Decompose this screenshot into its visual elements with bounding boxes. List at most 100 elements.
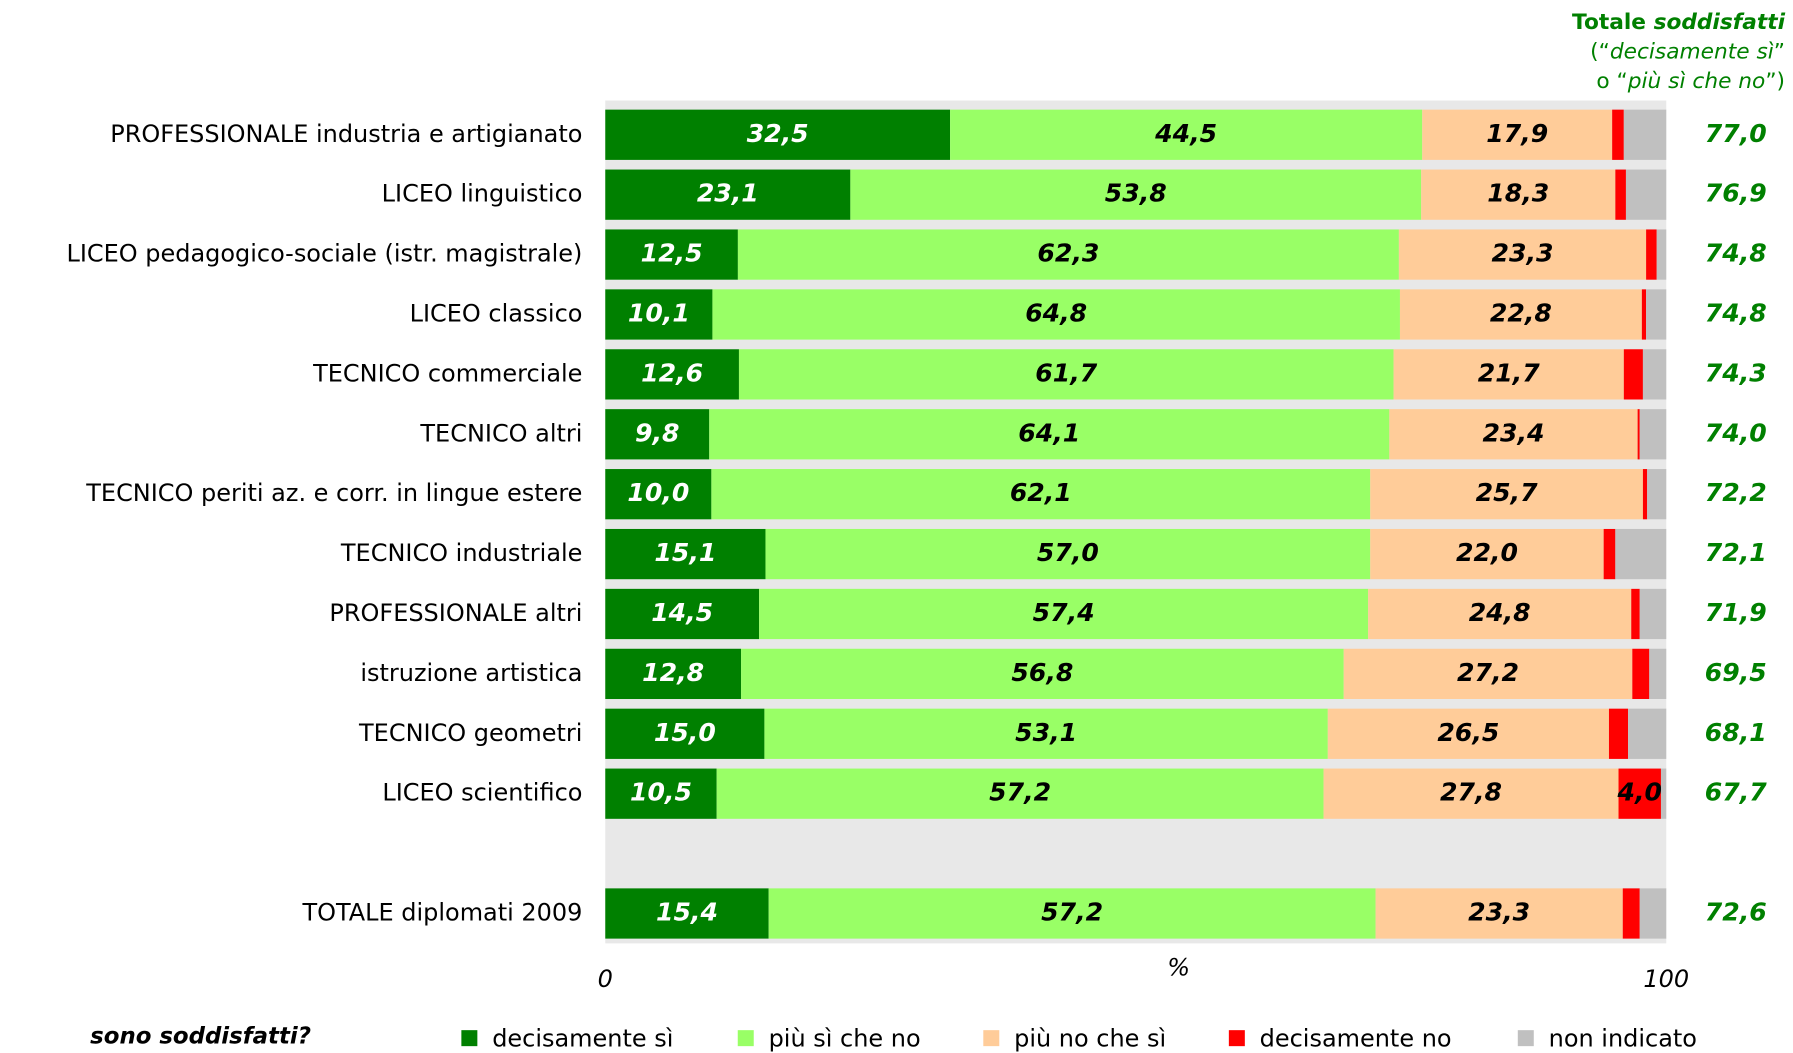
- legend-swatch: [983, 1030, 1000, 1047]
- total-label: 72,6: [1705, 897, 1767, 926]
- total-label: 74,8: [1705, 298, 1767, 327]
- bar-segment: [1608, 708, 1629, 759]
- data-label: 53,8: [1105, 179, 1167, 208]
- legend-swatch: [1228, 1030, 1245, 1047]
- bar-segment: [1641, 289, 1647, 340]
- bar-segment: [1323, 768, 1619, 819]
- data-label: 61,7: [1035, 358, 1097, 387]
- bar-segment: [1628, 708, 1667, 759]
- bar-segment: [1389, 409, 1638, 460]
- bar-segment: [716, 768, 1324, 819]
- data-label: 27,8: [1440, 778, 1502, 807]
- bar-segment: [1615, 169, 1626, 220]
- bar-segment: [605, 169, 851, 220]
- bar-segment: [1639, 588, 1667, 640]
- data-label: 64,1: [1018, 418, 1080, 447]
- totals-header: o “più sì che no”): [1596, 69, 1785, 94]
- total-label: 77,0: [1705, 119, 1767, 148]
- bar-segment: [1660, 768, 1667, 819]
- bar-segment: [950, 109, 1423, 160]
- category-label: LICEO classico: [410, 299, 583, 327]
- bar-segment: [1637, 409, 1640, 460]
- bar-segment: [1656, 229, 1667, 280]
- header-part: o “: [1596, 69, 1627, 94]
- bar-segment: [605, 888, 769, 939]
- bar-segment: [709, 409, 1390, 460]
- category-label: LICEO pedagogico-sociale (istr. magistra…: [66, 240, 582, 268]
- data-label: 62,1: [1010, 478, 1072, 507]
- data-label: 57,0: [1037, 538, 1099, 567]
- header-part: (“: [1590, 40, 1610, 65]
- bar-segment: [1398, 229, 1647, 280]
- bar-segment: [1639, 409, 1667, 460]
- bar-segment: [1649, 648, 1667, 700]
- bar-segment: [605, 648, 742, 700]
- total-label: 67,7: [1705, 778, 1767, 807]
- category-label: TECNICO altri: [419, 419, 582, 447]
- data-label: 17,9: [1486, 119, 1548, 148]
- data-label: 62,3: [1037, 239, 1099, 268]
- x-tick-label: 100: [1643, 965, 1689, 993]
- data-label: 10,0: [627, 478, 689, 507]
- legend-swatch: [1517, 1030, 1534, 1047]
- data-label: 57,4: [1033, 598, 1095, 627]
- bar-segment: [605, 289, 713, 340]
- data-label: 22,8: [1490, 298, 1552, 327]
- bar-segment: [1612, 109, 1624, 160]
- category-label: LICEO linguistico: [382, 180, 583, 208]
- bar-segment: [605, 229, 738, 280]
- data-label: 22,0: [1456, 538, 1518, 567]
- data-label: 15,0: [654, 718, 716, 747]
- category-label: TECNICO geometri: [358, 719, 582, 747]
- bar-segment: [765, 528, 1371, 580]
- data-label: 57,2: [989, 778, 1051, 807]
- data-label: 23,4: [1483, 418, 1545, 447]
- total-label: 74,8: [1705, 239, 1767, 268]
- bar-segment: [1370, 528, 1604, 580]
- bar-segment: [1646, 229, 1657, 280]
- bar-segment: [1618, 768, 1661, 819]
- total-label: 72,2: [1705, 478, 1767, 507]
- bar-segment: [1622, 888, 1640, 939]
- total-label: 74,0: [1705, 418, 1767, 447]
- legend-label: decisamente sì: [492, 1024, 673, 1052]
- data-label: 12,6: [641, 358, 703, 387]
- bar-segment: [1632, 648, 1650, 700]
- bar-segment: [1623, 109, 1667, 160]
- bar-segment: [1375, 888, 1623, 939]
- data-label: 53,1: [1015, 718, 1077, 747]
- bar-segment: [605, 349, 739, 400]
- bar-segment: [1370, 469, 1643, 520]
- data-label: 9,8: [635, 418, 679, 447]
- bar-segment: [712, 289, 1400, 340]
- header-part: Totale: [1572, 10, 1654, 35]
- bar-segment: [1631, 588, 1640, 640]
- bar-segment: [605, 409, 710, 460]
- total-label: 71,9: [1705, 598, 1767, 627]
- bar-segment: [605, 469, 712, 520]
- total-label: 72,1: [1705, 538, 1767, 567]
- legend-title: sono soddisfatti?: [90, 1024, 311, 1050]
- legend-swatch: [461, 1030, 478, 1047]
- bar-segment: [1639, 888, 1667, 939]
- data-label: 57,2: [1041, 897, 1103, 926]
- totals-header: Totale soddisfatti: [1572, 10, 1786, 35]
- legend-label: più no che sì: [1014, 1024, 1166, 1052]
- header-part: soddisfatti: [1654, 10, 1786, 35]
- bar-segment: [741, 648, 1344, 700]
- bar-segment: [1623, 349, 1643, 400]
- category-label: PROFESSIONALE altri: [329, 599, 582, 627]
- legend-swatch: [737, 1030, 754, 1047]
- bar-segment: [1647, 469, 1667, 520]
- data-label: 18,3: [1487, 179, 1549, 208]
- data-label: 23,3: [1492, 239, 1554, 268]
- bar-segment: [605, 768, 717, 819]
- total-label: 74,3: [1705, 358, 1767, 387]
- header-part: ”: [1774, 40, 1785, 65]
- bar-segment: [1615, 528, 1667, 580]
- x-axis-label: %: [1167, 953, 1190, 981]
- bar-segment: [1625, 169, 1667, 220]
- category-label: TECNICO industriale: [340, 539, 583, 567]
- data-label: 4,0: [1616, 778, 1661, 807]
